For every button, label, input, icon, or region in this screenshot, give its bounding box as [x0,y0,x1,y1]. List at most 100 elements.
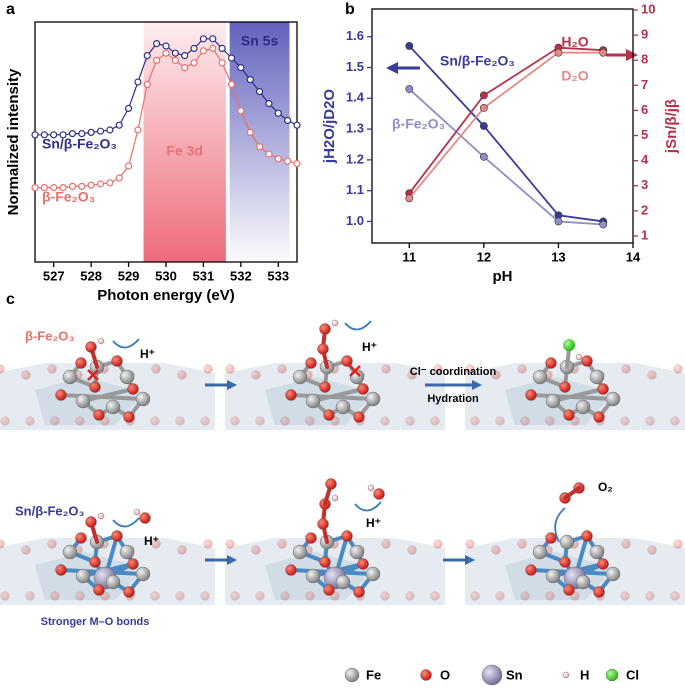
diagram-text: H⁺ [144,534,159,548]
atom [545,393,561,409]
atom [495,591,505,601]
data-point [40,131,48,139]
atom [251,370,261,380]
atom [381,539,391,549]
atom [433,539,443,549]
atom [292,544,308,560]
x-tick-label: 530 [155,268,177,283]
atom [620,591,630,601]
data-point [171,56,179,65]
atom [0,416,10,426]
data-point [284,157,292,165]
data-point [68,182,77,190]
atom [405,591,415,601]
atom [621,539,631,549]
y2-tick-label: 5 [641,127,648,142]
diagram-text: Cl⁻ coordination [410,366,497,378]
data-point [554,217,563,226]
x-axis-label: pH [493,268,513,285]
atom [175,591,185,601]
y2-tick-label: 6 [641,102,648,117]
data-point [153,39,161,48]
atom [335,399,351,415]
atom [139,512,151,524]
atom [465,539,475,549]
atom [230,416,240,426]
data-point [227,80,236,89]
atom [280,591,290,601]
atom [575,399,591,415]
atom [123,586,135,598]
atom [430,591,440,601]
atom [319,323,331,335]
atom [593,411,605,423]
series-line [408,46,604,194]
atom [111,530,123,542]
atom [277,539,287,549]
curved-arrow [112,338,140,349]
y2-tick-label: 2 [641,202,648,217]
data-point [87,128,95,136]
data-point [554,48,563,57]
data-point [115,174,123,182]
y-axis-label: Normalized intensity [5,68,22,215]
atom [470,416,480,426]
series-label: β-Fe₂O₃ [42,189,95,205]
atom [305,357,317,369]
diagram-text: O₂ [598,480,613,494]
atom [47,539,57,549]
panel-label: a [6,1,15,18]
atom [673,364,683,374]
data-point [96,127,105,135]
data-point [599,48,608,57]
x-tick-label: 531 [193,268,215,283]
x-axis-label: Photon energy (eV) [97,287,235,304]
atom [85,341,97,353]
data-point [227,54,236,62]
atom [563,409,575,421]
atom [285,564,297,576]
atom [380,416,390,426]
atom [670,591,680,601]
y-tick-label: 1.3 [346,121,364,136]
x-tick-label: 14 [626,249,641,264]
diagram-text: H [580,667,589,682]
data-point [274,155,282,163]
data-point [181,63,189,72]
series-label: Sn/β-Fe₂O₃ [440,53,515,69]
atom [317,518,329,530]
atom [150,591,160,601]
atom [647,545,657,555]
atom [407,370,417,380]
data-point [87,181,95,189]
atom [433,364,443,374]
series-label: H₂O [561,34,588,50]
atom [559,381,571,393]
atom [55,564,67,576]
arrow-head [472,380,482,390]
atom [135,391,151,407]
bond [289,393,375,401]
atom [75,591,85,601]
atom [97,337,105,345]
atom [325,478,337,490]
atom [251,545,261,555]
y2-tick-label: 10 [641,1,655,16]
y-tick-label: 1.6 [346,28,364,43]
data-point [78,182,86,190]
data-point [284,116,292,125]
atom [559,556,571,568]
data-point [162,42,170,50]
atom [177,545,187,555]
series-line [408,88,604,226]
y2-tick-label: 3 [641,177,648,192]
atom [203,539,213,549]
data-point [153,56,161,65]
atom [89,556,101,568]
atom [620,416,630,426]
data-point [274,109,282,117]
atom [127,558,139,570]
atom [575,574,591,590]
data-point [134,78,142,86]
diagram-text: Sn [506,667,523,682]
